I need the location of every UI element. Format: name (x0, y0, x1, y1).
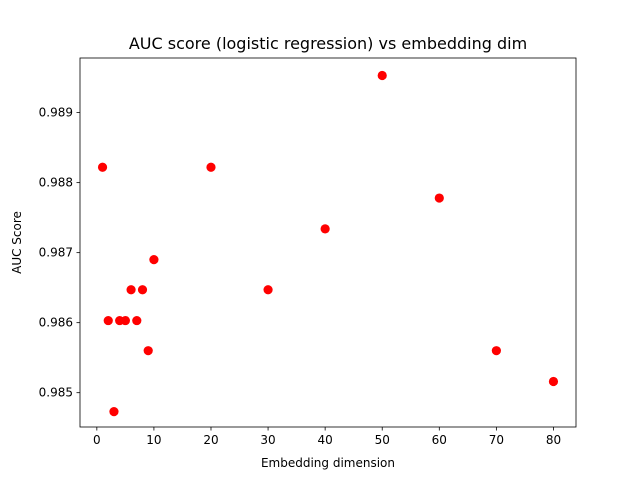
data-point (120, 315, 130, 326)
x-tick-label: 60 (432, 433, 447, 447)
y-tick-label: 0.988 (39, 176, 73, 190)
data-point (206, 162, 216, 172)
data-point (137, 285, 148, 295)
data-point (103, 315, 113, 326)
plot-frame (79, 57, 577, 428)
data-point (109, 406, 119, 417)
x-tick-label: 70 (489, 433, 504, 447)
y-tick-label: 0.986 (39, 316, 73, 330)
x-axis: 0 10 20 30 40 50 60 70 80 (93, 427, 561, 447)
data-point (149, 255, 159, 265)
x-tick-label: 20 (203, 433, 218, 447)
x-tick-label: 0 (93, 433, 101, 447)
x-tick-label: 40 (318, 433, 333, 447)
x-tick-label: 30 (260, 433, 275, 447)
data-point (263, 285, 273, 295)
x-tick-label: 50 (375, 433, 390, 447)
data-point (491, 346, 501, 356)
y-tick-label: 0.989 (39, 106, 73, 120)
y-axis: 0.985 0.986 0.987 0.988 0.989 (39, 106, 80, 400)
y-tick-label: 0.985 (39, 386, 73, 400)
y-tick-label: 0.987 (39, 246, 73, 260)
data-point (434, 193, 444, 203)
data-point (132, 315, 142, 326)
data-point (548, 376, 559, 387)
data-points (97, 70, 559, 417)
data-point (126, 285, 136, 295)
data-point (377, 70, 387, 81)
y-axis-label: AUC Score (10, 211, 24, 274)
data-point (143, 346, 153, 356)
data-point (97, 162, 108, 172)
data-point (320, 224, 330, 234)
x-tick-label: 80 (546, 433, 561, 447)
x-axis-label: Embedding dimension (261, 456, 395, 470)
chart-title: AUC score (logistic regression) vs embed… (129, 34, 527, 53)
x-tick-label: 10 (146, 433, 161, 447)
